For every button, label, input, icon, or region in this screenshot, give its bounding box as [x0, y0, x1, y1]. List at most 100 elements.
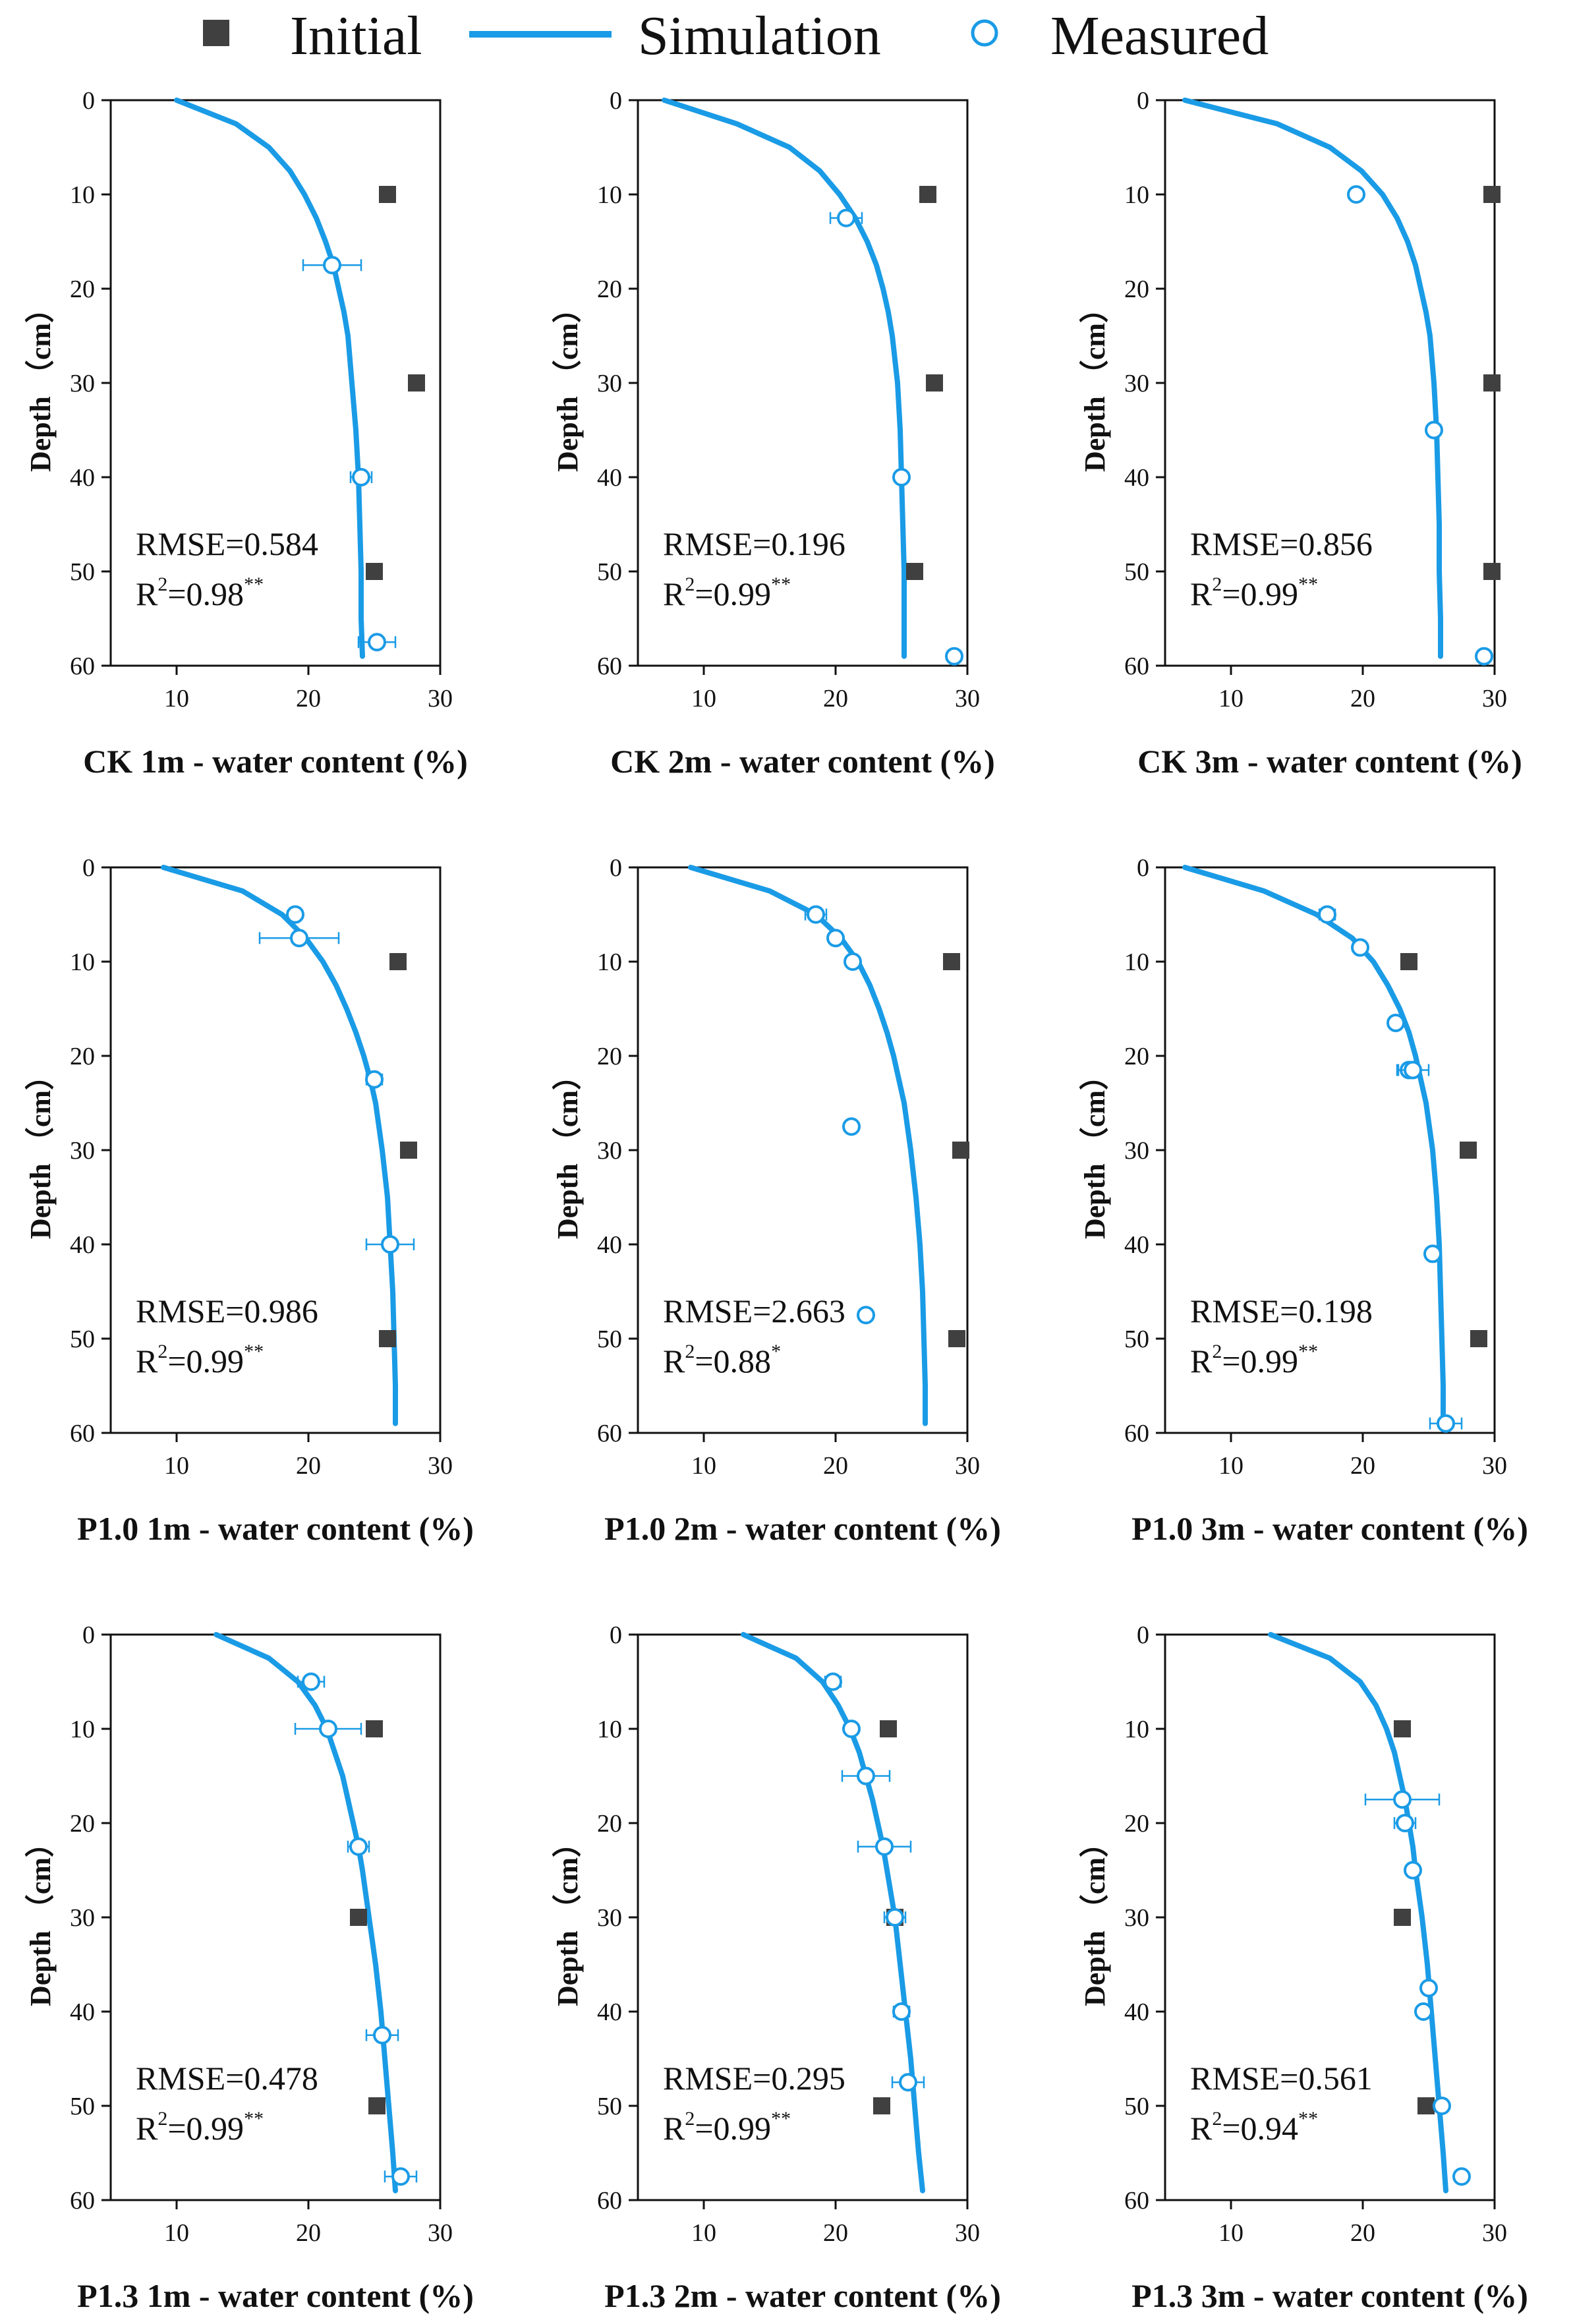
x-tick-label: 20 — [1350, 685, 1375, 712]
y-tick-label: 40 — [70, 1231, 95, 1259]
x-axis-label: P1.0 3m - water content (%) — [1131, 1510, 1528, 1547]
y-tick-label: 0 — [1137, 1621, 1149, 1649]
simulation-curve — [688, 865, 928, 1426]
x-tick-label: 30 — [955, 1452, 980, 1480]
y-tick-label: 20 — [70, 276, 95, 303]
x-tick-label: 20 — [1350, 2219, 1375, 2247]
simulation-curve — [741, 1632, 925, 2193]
measured-point — [381, 1235, 399, 1254]
measured-point — [1419, 1979, 1438, 1998]
x-tick-label: 20 — [296, 2219, 321, 2247]
x-axis-label: CK 3m - water content (%) — [1137, 743, 1522, 780]
rmse-label: RMSE=0.198 — [1190, 1293, 1373, 1329]
measured-point — [373, 2025, 391, 2045]
initial-point — [906, 563, 923, 580]
x-axis-label: P1.3 3m - water content (%) — [1131, 2277, 1528, 2314]
x-tick-label: 20 — [823, 2219, 848, 2247]
y-axis-label: Depth （cm） — [552, 294, 584, 472]
simulation-curve — [1182, 98, 1443, 659]
x-tick-label: 30 — [428, 685, 453, 712]
y-tick-label: 10 — [597, 181, 622, 209]
simulation-curve — [214, 1632, 398, 2193]
y-tick-label: 50 — [597, 1325, 622, 1353]
measured-point — [892, 468, 911, 486]
y-tick-label: 20 — [597, 1043, 622, 1070]
x-axis-label: P1.3 1m - water content (%) — [77, 2277, 474, 2314]
initial-point — [1394, 1720, 1411, 1737]
x-tick-label: 30 — [955, 2219, 980, 2247]
y-tick-label: 0 — [610, 1621, 622, 1649]
y-tick-label: 60 — [1124, 653, 1149, 680]
initial-point — [366, 563, 383, 580]
y-tick-label: 60 — [1124, 1420, 1149, 1447]
x-tick-label: 20 — [823, 1452, 848, 1480]
measured-point — [1425, 421, 1443, 440]
initial-point — [389, 953, 407, 970]
y-tick-label: 20 — [70, 1810, 95, 1838]
initial-point — [379, 1330, 396, 1347]
initial-point — [943, 953, 960, 970]
x-axis-label: P1.0 2m - water content (%) — [604, 1510, 1001, 1547]
initial-point — [366, 1720, 383, 1737]
rmse-label: RMSE=0.196 — [663, 525, 845, 562]
panel-8: 0 10 20 30 40 50 60 10 20 30 Depth （cm） P1.3 2m - w… — [552, 1621, 1001, 2314]
initial-point — [408, 374, 425, 392]
x-tick-label: 20 — [296, 1452, 321, 1480]
measured-point — [842, 1117, 861, 1136]
x-tick-label: 30 — [428, 2219, 453, 2247]
r2-label: R2=0.99** — [663, 573, 791, 612]
initial-point — [1470, 1330, 1487, 1347]
y-tick-label: 60 — [597, 1420, 622, 1447]
r2-label: R2=0.94** — [1190, 2108, 1318, 2147]
y-tick-label: 20 — [1124, 276, 1149, 303]
measured-point — [352, 468, 370, 486]
y-axis-label: Depth （cm） — [24, 1828, 57, 2006]
measured-point — [1351, 938, 1369, 957]
rmse-label: RMSE=0.584 — [136, 525, 318, 562]
y-axis-label: Depth （cm） — [24, 1061, 57, 1239]
measured-point — [1396, 1814, 1414, 1832]
r2-label: R2=0.98** — [136, 573, 264, 612]
y-tick-label: 60 — [597, 2187, 622, 2215]
y-tick-label: 50 — [1124, 1325, 1149, 1353]
y-tick-label: 30 — [70, 370, 95, 397]
measured-point — [365, 1070, 384, 1089]
rmse-label: RMSE=0.295 — [663, 2060, 845, 2097]
panel-1: 0 10 20 30 40 50 60 10 20 30 Depth （cm） CK 1m - wat… — [24, 87, 468, 780]
initial-point — [400, 1142, 417, 1159]
y-tick-label: 10 — [1124, 181, 1149, 209]
y-axis-label: Depth （cm） — [1079, 294, 1111, 472]
r2-label: R2=0.99** — [1190, 573, 1318, 612]
initial-point — [1460, 1142, 1477, 1159]
y-axis-label: Depth （cm） — [552, 1061, 584, 1239]
initial-point — [368, 2097, 386, 2114]
y-tick-label: 20 — [70, 1043, 95, 1070]
measured-point — [875, 1837, 894, 1856]
y-tick-label: 60 — [70, 653, 95, 680]
initial-point — [952, 1142, 969, 1159]
measured-point — [1475, 647, 1493, 666]
panel-2: 0 10 20 30 40 50 60 10 20 30 Depth （cm） CK 2m - wat… — [552, 87, 995, 780]
y-tick-label: 50 — [597, 558, 622, 586]
legend-measured-marker — [971, 19, 998, 47]
x-tick-label: 30 — [955, 685, 980, 712]
measured-point — [837, 208, 855, 227]
measured-point — [844, 952, 862, 971]
y-tick-label: 30 — [70, 1904, 95, 1932]
y-tick-label: 0 — [82, 854, 95, 882]
x-tick-label: 20 — [1350, 1452, 1375, 1480]
y-tick-label: 60 — [1124, 2187, 1149, 2215]
x-tick-label: 10 — [691, 685, 716, 712]
y-tick-label: 30 — [1124, 370, 1149, 397]
initial-point — [1417, 2097, 1435, 2114]
measured-point — [368, 633, 386, 652]
y-tick-label: 60 — [70, 2187, 95, 2215]
simulation-curve — [662, 98, 907, 659]
x-tick-label: 10 — [691, 1452, 716, 1480]
x-tick-label: 10 — [164, 1452, 189, 1480]
y-axis-label: Depth （cm） — [24, 294, 57, 472]
rmse-label: RMSE=0.986 — [136, 1293, 318, 1329]
y-tick-label: 20 — [1124, 1810, 1149, 1838]
initial-point — [1483, 374, 1501, 392]
panel-7: 0 10 20 30 40 50 60 10 20 30 Depth （cm） P1.3 1m - w… — [24, 1621, 474, 2314]
